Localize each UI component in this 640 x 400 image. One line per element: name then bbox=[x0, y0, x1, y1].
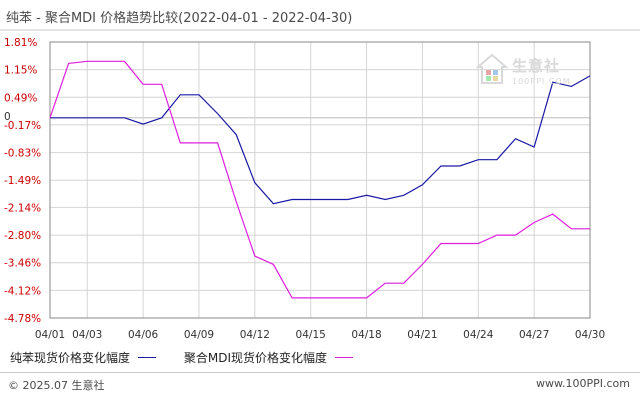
footer-copyright: © 2025.07 生意社 bbox=[8, 379, 105, 392]
footer-divider bbox=[0, 372, 640, 373]
plot-border bbox=[49, 41, 591, 319]
y-tick-label: -3.46% bbox=[4, 258, 41, 270]
x-tick-label: 04/30 bbox=[575, 329, 605, 341]
footer-site-link[interactable]: www.100PPI.com bbox=[536, 377, 630, 390]
grid bbox=[49, 41, 591, 319]
y-tick-label: -4.12% bbox=[4, 285, 41, 297]
x-tick-label: 04/06 bbox=[128, 329, 159, 341]
legend: 纯苯现货价格变化幅度 聚合MDI现货价格变化幅度 bbox=[10, 349, 377, 367]
legend-item-2: 聚合MDI现货价格变化幅度 bbox=[184, 349, 363, 366]
y-tick-label: -0.17% bbox=[4, 120, 41, 132]
y-tick-label: 0.49% bbox=[4, 92, 37, 104]
x-tick-label: 04/09 bbox=[184, 329, 214, 341]
legend-item-1: 纯苯现货价格变化幅度 bbox=[10, 349, 166, 366]
y-tick-label: -2.14% bbox=[4, 202, 41, 214]
watermark-logo: 生意社 100PPI.COM bbox=[475, 53, 576, 93]
title-bar: 纯苯 - 聚合MDI 价格趋势比较(2022-04-01 - 2022-04-3… bbox=[0, 0, 640, 30]
x-axis-ticks: 04/01 04/03 04/06 04/09 04/12 04/15 04/18 04/21… bbox=[35, 329, 605, 341]
y-tick-label: -1.49% bbox=[4, 175, 41, 187]
series-line-1 bbox=[50, 75, 591, 205]
y-tick-label: 1.81% bbox=[4, 37, 37, 49]
legend-swatch-1 bbox=[138, 357, 157, 358]
x-tick-label: 04/21 bbox=[407, 329, 437, 341]
legend-label-1: 纯苯现货价格变化幅度 bbox=[10, 351, 131, 365]
legend-label-2: 聚合MDI现货价格变化幅度 bbox=[183, 351, 327, 365]
x-tick-label: 04/15 bbox=[296, 329, 326, 341]
y-tick-label: -4.78% bbox=[4, 313, 41, 325]
series-line-2 bbox=[49, 60, 590, 299]
y-tick-label: -2.80% bbox=[4, 230, 41, 242]
series-lines bbox=[49, 60, 591, 299]
legend-swatch-2 bbox=[334, 357, 353, 358]
chart-title: 纯苯 - 聚合MDI 价格趋势比较(2022-04-01 - 2022-04-3… bbox=[6, 11, 353, 26]
x-tick-label: 04/24 bbox=[463, 329, 494, 341]
y-axis-ticks: 1.81% 1.15% 0.49% -0.17% -0.83% -1.49% -2.14% -… bbox=[4, 37, 41, 325]
x-tick-label: 04/27 bbox=[519, 329, 549, 341]
watermark-name: 生意社 bbox=[512, 57, 561, 75]
plot-frame bbox=[49, 41, 591, 319]
house-logo-icon bbox=[475, 53, 509, 84]
y-tick-label: -0.83% bbox=[4, 148, 41, 160]
x-tick-label: 04/18 bbox=[351, 329, 381, 341]
watermark-url: 100PPI.COM bbox=[512, 77, 571, 86]
x-tick-label: 04/03 bbox=[72, 329, 102, 341]
zero-label: 0 bbox=[4, 111, 11, 123]
x-tick-label: 04/12 bbox=[240, 329, 270, 341]
x-tick-label: 04/01 bbox=[35, 329, 65, 341]
y-tick-label: 1.15% bbox=[4, 65, 37, 77]
